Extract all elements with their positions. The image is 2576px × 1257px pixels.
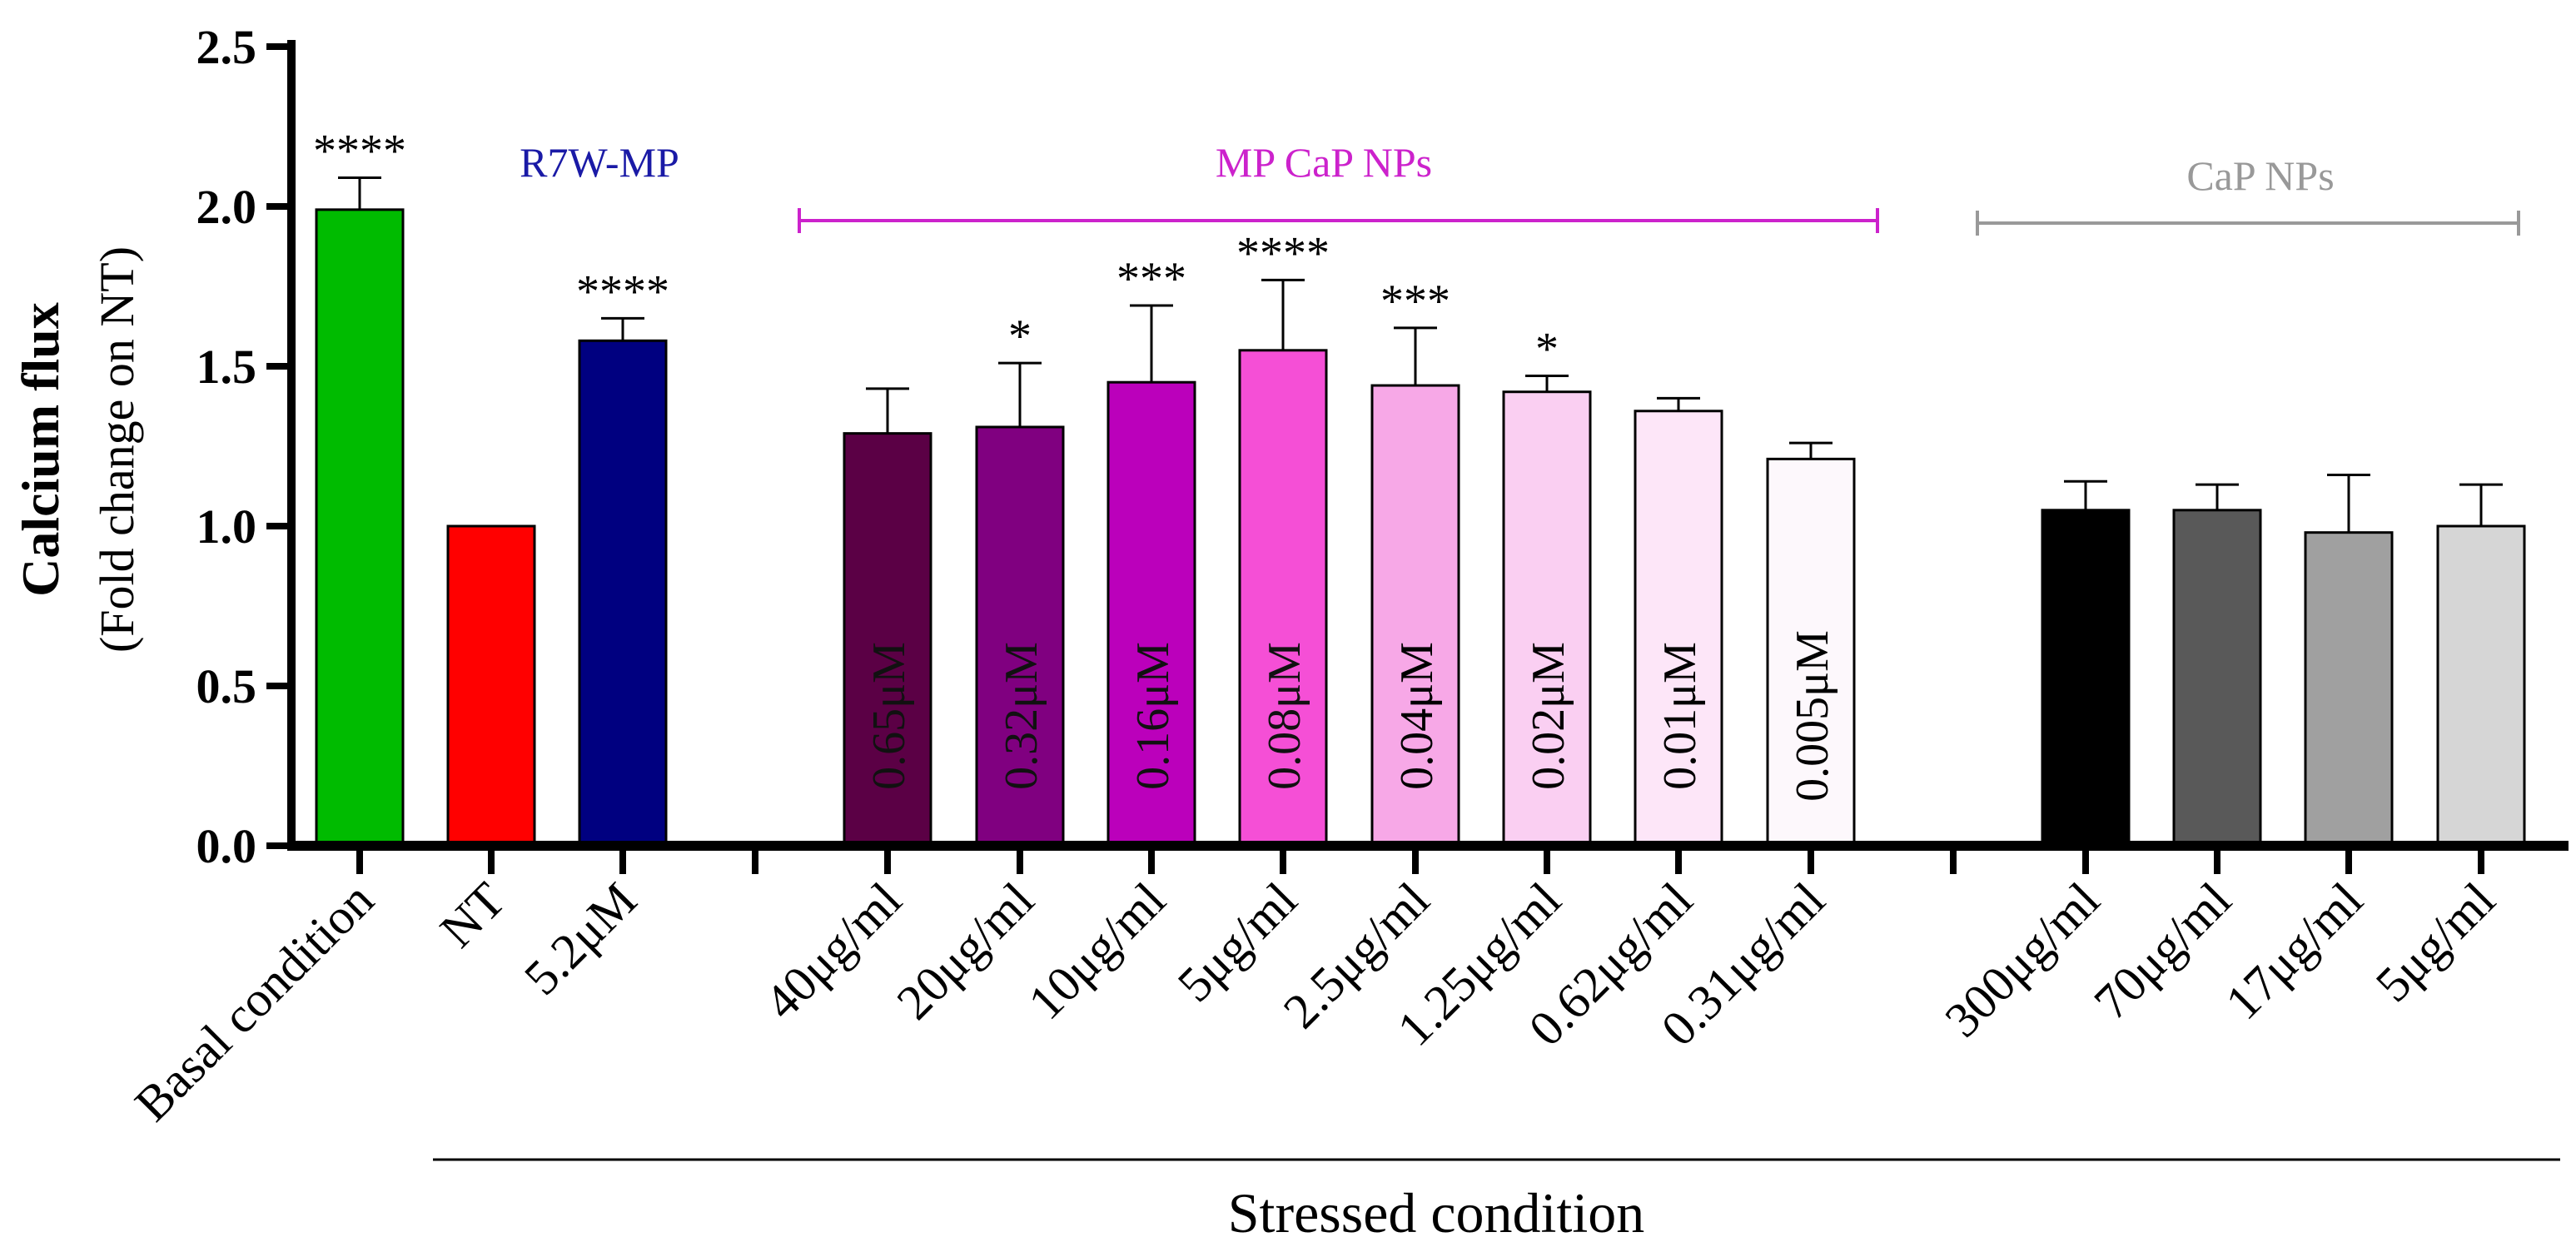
x-category-label: 40μg/ml <box>754 872 913 1031</box>
x-category-label: 5.2μM <box>514 872 647 1006</box>
bar-inner-label: 0.02μM <box>1523 642 1574 790</box>
bar-series: ********0.65μM*0.32μM***0.16μM****0.08μM… <box>313 125 2526 847</box>
bar-inner-label: 0.04μM <box>1391 642 1443 790</box>
x-category-label: 17μg/ml <box>2215 872 2374 1031</box>
bar <box>446 524 536 847</box>
y-tick-label: 0.5 <box>196 659 257 713</box>
bar-inner-label: 0.01μM <box>1654 642 1706 790</box>
y-tick-label: 1.5 <box>196 340 257 394</box>
x-category-label: 5μg/ml <box>2365 872 2505 1012</box>
bar-inner-label: 0.65μM <box>863 642 915 790</box>
bar <box>843 432 932 847</box>
group-label-mp-cap-nps: MP CaP NPs <box>1216 139 1432 186</box>
y-tick-label: 2.5 <box>196 20 257 74</box>
bar <box>1502 390 1592 847</box>
bar <box>1238 349 1328 847</box>
significance-label: * <box>1008 311 1032 362</box>
bar-inner-label: 0.16μM <box>1127 642 1179 790</box>
bar <box>2304 531 2394 847</box>
significance-label: **** <box>576 266 669 317</box>
x-axis-title: Stressed condition <box>1228 1181 1645 1245</box>
bar <box>975 425 1065 847</box>
bracket-mp-cap-nps <box>798 208 1879 233</box>
x-category-label: Basal condition <box>124 872 384 1132</box>
bar <box>1766 457 1856 847</box>
y-axis-ticks: 0.0 0.5 1.0 1.5 2.0 2.5 <box>196 20 291 873</box>
group-label-cap-nps: CaP NPs <box>2186 152 2334 199</box>
y-axis-title: Calcium flux <box>11 302 70 597</box>
bar <box>2172 509 2262 847</box>
bar-inner-label: 0.08μM <box>1259 642 1310 790</box>
x-category-label: NT <box>430 872 515 958</box>
significance-label: **** <box>1236 227 1330 279</box>
bracket-cap-nps <box>1976 211 2520 236</box>
y-tick-label: 1.0 <box>196 499 257 554</box>
x-axis-category-labels: Basal condition NT5.2μM 40μg/ml20μg/ml10μg… <box>124 872 2505 1132</box>
bar <box>2436 524 2526 847</box>
group-label-r7w-mp: R7W-MP <box>520 139 679 186</box>
bar <box>2041 509 2131 847</box>
bar <box>578 339 668 847</box>
bar <box>315 208 405 847</box>
bar-inner-label: 0.32μM <box>996 642 1047 790</box>
y-tick-label: 2.0 <box>196 180 257 234</box>
x-category-label: 20μg/ml <box>887 872 1045 1031</box>
y-tick-label: 0.0 <box>196 819 257 873</box>
x-axis-ticks <box>356 846 2484 874</box>
significance-label: *** <box>1116 253 1186 305</box>
x-category-label: 10μg/ml <box>1018 872 1176 1031</box>
x-category-label: 300μg/ml <box>1934 872 2110 1048</box>
significance-label: **** <box>313 125 406 176</box>
bar <box>1370 384 1460 847</box>
bar <box>1634 410 1723 847</box>
bar-inner-label: 0.005μM <box>1787 630 1838 802</box>
x-category-label: 70μg/ml <box>2084 872 2242 1031</box>
significance-label: * <box>1535 324 1559 375</box>
y-axis-subtitle: (Fold change on NT) <box>90 246 144 653</box>
significance-label: *** <box>1380 276 1450 327</box>
